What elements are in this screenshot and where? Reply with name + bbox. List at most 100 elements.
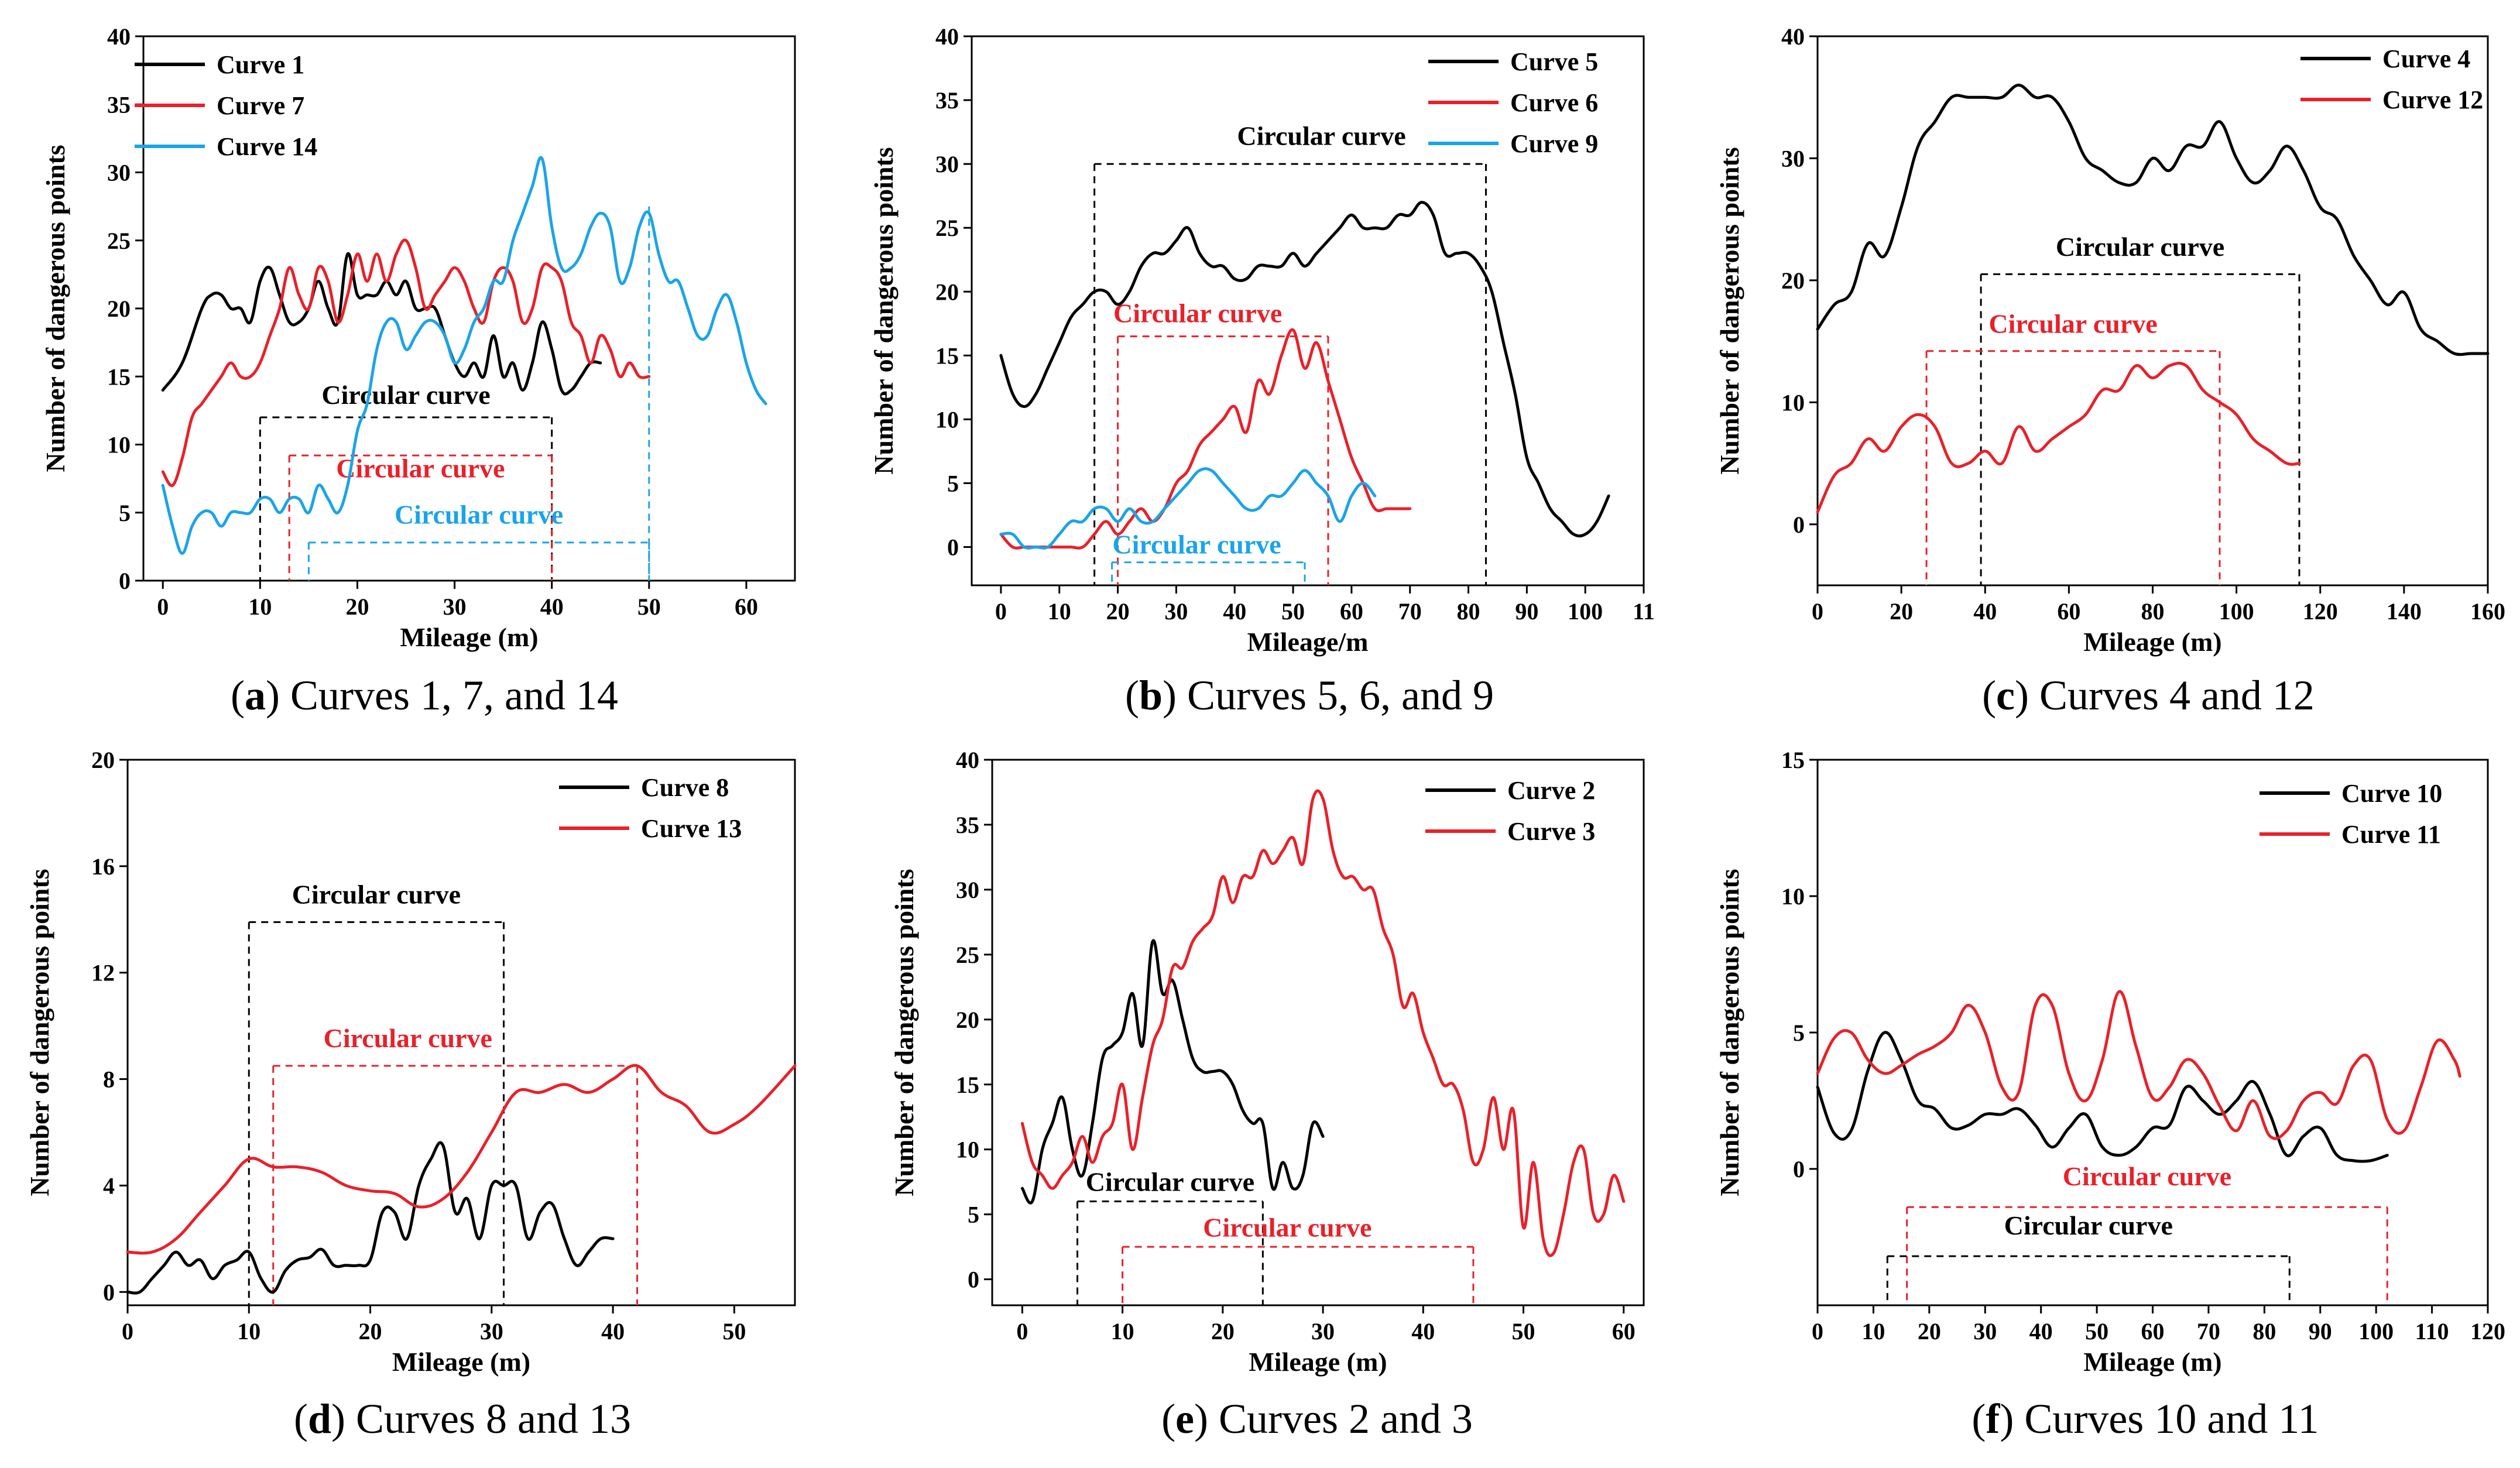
x-tick-label: 0 [157, 594, 169, 620]
x-tick-label: 40 [2029, 1318, 2053, 1344]
circular-curve-label: Circular curve [1237, 121, 1405, 150]
series-curve-2 [1020, 939, 1325, 1205]
x-tick-label: 10 [1048, 598, 1071, 625]
y-tick-label: 5 [968, 1202, 979, 1228]
circular-curve-label: Circular curve [1086, 1167, 1254, 1197]
y-axis-label: Number of dangerous points [40, 145, 70, 472]
y-tick-label: 25 [956, 942, 979, 968]
y-tick-label: 0 [103, 1279, 115, 1305]
y-tick-label: 35 [935, 87, 959, 114]
circular-curve-label: Circular curve [1112, 529, 1281, 559]
y-tick-label: 40 [107, 23, 131, 50]
y-tick-label: 10 [1781, 883, 1805, 910]
y-tick-label: 5 [119, 500, 131, 526]
x-axis-label: Mileage (m) [2083, 627, 2221, 657]
x-tick-label: 0 [1812, 598, 1823, 625]
circular-curve-label: Circular curve [2056, 232, 2224, 262]
series-curve-8 [126, 1141, 615, 1295]
x-tick-label: 40 [1411, 1318, 1435, 1344]
x-axis-label: Mileage (m) [1249, 1347, 1387, 1377]
series-curve-6 [999, 328, 1412, 550]
legend-label: Curve 2 [1507, 776, 1595, 805]
chart-d: 0 10 20 30 40 50 0 4 8 12 16 20 Mileage (m) Number of… [25, 747, 797, 1442]
y-tick-label: 40 [956, 747, 979, 773]
circular-curve-label: Circular curve [1203, 1212, 1372, 1242]
x-tick-label: 40 [1223, 598, 1246, 625]
x-tick-label: 11 [1633, 598, 1655, 625]
y-tick-label: 20 [91, 747, 115, 773]
plot-frame [971, 35, 1645, 586]
circular-curve-label: Circular curve [324, 1023, 492, 1053]
x-tick-label: 80 [2252, 1318, 2276, 1344]
chart-f: 0 10 20 30 40 50 60 70 80 90 100 110 120 0 5 10 15 Mileag… [1715, 747, 2505, 1442]
legend-label: Curve 7 [217, 91, 304, 120]
circular-curve-label: Circular curve [292, 880, 461, 910]
legend-label: Curve 9 [1510, 129, 1598, 158]
legend-label: Curve 10 [2341, 779, 2442, 808]
legend-label: Curve 12 [2382, 85, 2483, 114]
x-tick-label: 20 [1211, 1318, 1235, 1344]
x-axis-label: Mileage (m) [2083, 1347, 2221, 1377]
y-tick-label: 30 [956, 877, 979, 903]
y-tick-label: 35 [107, 91, 131, 118]
x-tick-label: 20 [1106, 598, 1130, 625]
legend-label: Curve 6 [1510, 88, 1598, 117]
chart-caption: (d) Curves 8 and 13 [294, 1395, 631, 1442]
x-tick-label: 50 [2085, 1318, 2108, 1344]
series-curve-13 [126, 1064, 797, 1255]
x-tick-label: 0 [122, 1318, 133, 1344]
x-tick-label: 0 [1812, 1318, 1823, 1344]
y-tick-label: 30 [1781, 145, 1805, 172]
x-axis-label: Mileage (m) [400, 622, 538, 652]
x-tick-label: 160 [2470, 598, 2505, 625]
y-axis-label: Number of dangerous points [869, 147, 899, 474]
chart-c: 0 20 40 60 80 100 120 140 160 0 10 20 30 40 Mileage (m… [1715, 23, 2505, 719]
x-tick-label: 40 [540, 594, 564, 620]
chart-b: 0 10 20 30 40 50 60 70 80 90 100 110510152025303540… [869, 23, 1655, 719]
x-tick-label: 60 [735, 594, 758, 620]
y-tick-label: 10 [956, 1137, 979, 1163]
chart-caption: (e) Curves 2 and 3 [1161, 1395, 1473, 1442]
x-tick-label: 0 [1016, 1318, 1028, 1344]
y-tick-label: 0 [1793, 512, 1805, 538]
x-tick-label: 10 [1861, 1318, 1885, 1344]
x-tick-label: 30 [1164, 598, 1188, 625]
circular-curve-label: Circular curve [1988, 309, 2157, 339]
x-tick-label: 70 [2197, 1318, 2220, 1344]
chart-caption: (c) Curves 4 and 12 [1982, 672, 2315, 719]
y-tick-label: 0 [119, 568, 131, 594]
y-tick-label: 20 [935, 279, 959, 305]
x-tick-label: 60 [1612, 1318, 1636, 1344]
circular-curve-label: Circular curve [1113, 299, 1282, 328]
x-tick-label: 100 [1568, 598, 1603, 625]
x-tick-label: 90 [1515, 598, 1538, 625]
y-tick-label: 20 [107, 296, 131, 322]
y-tick-label: 30 [107, 160, 131, 186]
series-curve-1 [161, 252, 602, 396]
x-tick-label: 20 [359, 1318, 382, 1344]
x-axis-label: Mileage/m [1247, 627, 1369, 657]
chart-caption: (a) Curves 1, 7, and 14 [231, 672, 618, 719]
x-tick-label: 10 [248, 594, 272, 620]
x-tick-label: 90 [2309, 1318, 2332, 1344]
legend-label: Curve 3 [1507, 817, 1595, 846]
y-axis-label: Number of dangerous points [889, 869, 919, 1196]
series-curve-10 [1816, 1031, 2389, 1163]
x-tick-label: 100 [2219, 598, 2254, 625]
x-tick-label: 10 [1111, 1318, 1134, 1344]
y-tick-label: 10 [1781, 389, 1805, 416]
y-tick-label: 5 [947, 470, 959, 496]
y-tick-label: 10 [107, 432, 131, 458]
y-axis-label: Number of dangerous points [1715, 869, 1744, 1196]
y-axis-label: Number of dangerous points [1715, 147, 1744, 474]
series-curve-7 [161, 238, 651, 488]
plot-frame [991, 759, 1645, 1306]
x-tick-label: 80 [1457, 598, 1480, 625]
x-tick-label: 50 [637, 594, 661, 620]
chart-e: 0 10 20 30 40 50 60 0 5 10 15 20 25 30 35 40 Mileage (m)… [889, 747, 1645, 1442]
circular-curve-label: Circular curve [2063, 1161, 2231, 1191]
circular-curve-label: Circular curve [321, 380, 490, 410]
x-tick-label: 50 [1281, 598, 1305, 625]
